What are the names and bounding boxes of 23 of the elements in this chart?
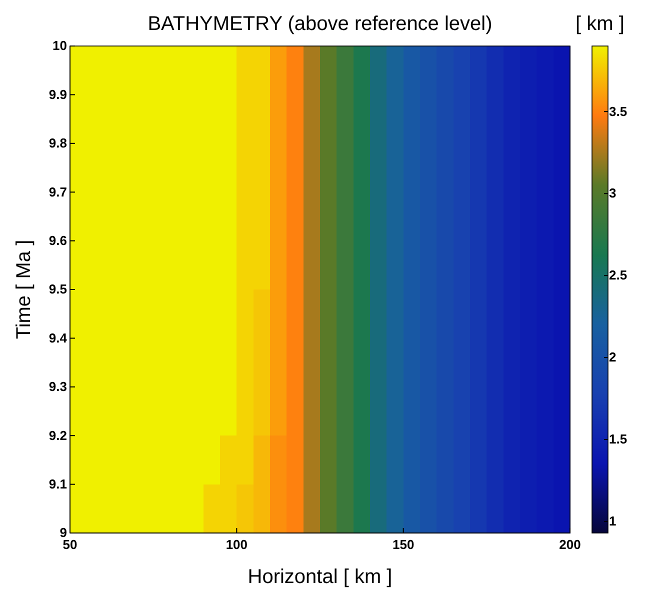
chart-title: BATHYMETRY (above reference level) <box>148 13 492 35</box>
y-tick-label: 9.8 <box>48 136 67 151</box>
color-bar-label: 3 <box>609 186 616 201</box>
color-bar-label: 3.5 <box>609 104 628 119</box>
x-tick-label: 100 <box>226 537 248 552</box>
color-bar-label: 1.5 <box>609 432 628 447</box>
y-tick-label: 9.1 <box>48 476 67 492</box>
y-tick-label: 9.5 <box>48 282 67 297</box>
y-tick-label: 9.9 <box>48 86 67 102</box>
color-bar-label: 2 <box>609 350 616 365</box>
y-tick-label: 9.7 <box>48 184 67 200</box>
color-bar-label: 2.5 <box>609 268 628 283</box>
y-tick-label: 9.3 <box>48 379 67 394</box>
x-axis-title: Horizontal [ km ] <box>248 566 392 588</box>
y-tick-label: 9.6 <box>48 232 67 248</box>
y-tick-label: 9.4 <box>48 330 68 346</box>
y-axis-title: Time [ Ma ] <box>13 240 35 340</box>
x-tick-label: 200 <box>559 537 581 552</box>
color-bar-title: [ km ] <box>576 13 624 35</box>
y-tick-label: 9.2 <box>48 428 67 443</box>
x-tick-label: 150 <box>392 537 414 552</box>
y-tick-label: 10 <box>52 38 67 54</box>
color-bar-label: 1 <box>609 514 616 529</box>
